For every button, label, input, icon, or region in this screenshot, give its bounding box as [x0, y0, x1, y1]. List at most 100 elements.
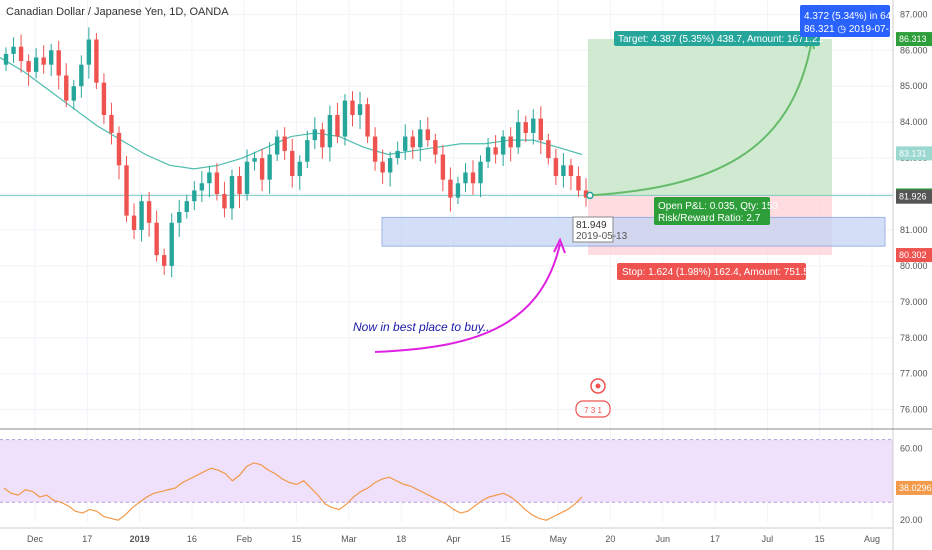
time-tick-label: 15	[501, 534, 511, 544]
rsi-line	[3, 462, 583, 521]
low-callout-price: 81.949	[576, 220, 607, 231]
measure-label: 4.372 (5.34%) in 64d	[804, 11, 897, 22]
candle-body	[259, 158, 265, 180]
candle-body	[101, 82, 107, 115]
candle-body	[274, 136, 280, 155]
candle-body	[11, 46, 16, 54]
rsi-value-tag: 38.0296	[899, 483, 932, 493]
grid	[0, 0, 893, 522]
buy-arrow	[374, 243, 561, 353]
candle-body	[335, 114, 340, 137]
stop-label: Stop: 1.624 (1.98%) 162.4, Amount: 751.5…	[622, 267, 815, 278]
price-tick-label: 80.000	[900, 261, 928, 271]
time-tick-label: 2019	[130, 534, 150, 544]
candle-body	[116, 132, 122, 166]
ma-price-tag: 83.131	[899, 148, 927, 158]
measure-label-box	[800, 5, 890, 37]
projection-curve	[589, 38, 813, 197]
candle-body	[463, 172, 468, 184]
candle-body	[312, 129, 318, 141]
candle-body	[229, 176, 235, 209]
price-tick-label: 81.000	[900, 225, 928, 235]
price-tick-label: 77.000	[900, 369, 928, 379]
candle-body	[387, 158, 393, 173]
candle-body	[305, 140, 310, 162]
candle-body	[139, 201, 144, 230]
candle-body	[365, 104, 370, 137]
entry-point	[586, 191, 594, 200]
candle-body	[531, 118, 536, 133]
candle-body	[568, 165, 574, 177]
candle-body	[372, 136, 378, 162]
low-callout-box	[572, 216, 614, 243]
overlays: Target: 4.387 (5.35%) 438.7, Amount: 167…	[353, 5, 900, 418]
candle-body	[282, 136, 287, 151]
time-tick-label: Mar	[341, 534, 357, 544]
candle-body	[470, 172, 476, 184]
candle-body	[350, 100, 355, 115]
time-tick-label: May	[550, 534, 568, 544]
rr-label: Risk/Reward Ratio: 2.7	[658, 213, 761, 224]
stop-price-tag-box	[896, 248, 932, 263]
price-tick-label: 87.000	[900, 9, 928, 19]
candle-body	[237, 176, 242, 195]
candle-body	[342, 100, 348, 137]
candle-body	[184, 201, 189, 212]
candle-body	[425, 129, 431, 141]
candle-body	[94, 39, 99, 83]
target-label-box	[614, 31, 820, 46]
candle-body	[485, 147, 491, 162]
time-tick-label: Jun	[655, 534, 670, 544]
candle-body	[297, 161, 302, 177]
time-tick-label: 15	[815, 534, 825, 544]
ma-line	[0, 56, 583, 170]
candle-body	[395, 150, 400, 159]
time-tick-label: 17	[710, 534, 720, 544]
time-tick-label: Jul	[762, 534, 774, 544]
target-price-tag: 86.313	[899, 34, 927, 44]
candle-body	[64, 75, 69, 101]
time-tick-label: 20	[605, 534, 615, 544]
candle-body	[199, 183, 205, 191]
candle-body	[244, 161, 250, 195]
price-tick-label: 78.000	[900, 333, 928, 343]
candle-body	[357, 104, 363, 115]
candle-body	[71, 86, 76, 101]
candle-body	[26, 61, 31, 72]
candle-body	[33, 57, 39, 72]
candle-body	[131, 215, 137, 230]
candle-body	[448, 179, 453, 198]
stop-price-tag: 80.302	[899, 250, 927, 260]
candle-body	[576, 176, 581, 191]
candle-body	[214, 172, 220, 195]
buy-arrowhead	[553, 237, 566, 254]
current-price-tag: 81.926	[899, 192, 927, 202]
stop-label-box	[617, 263, 806, 280]
low-callout-date: 2019-05-13	[576, 231, 628, 242]
time-tick-label: 15	[292, 534, 302, 544]
moving-average	[0, 56, 583, 170]
candle-body	[124, 165, 129, 216]
candle-body	[146, 201, 152, 223]
pnl-label-box	[654, 197, 770, 225]
candle-body	[169, 222, 174, 266]
measure-sublabel: 86.321 ◷ 2019-07-16	[804, 24, 900, 35]
price-tick-label: 84.000	[900, 117, 928, 127]
candle-body	[478, 161, 483, 184]
event-marker-dot	[595, 383, 601, 389]
candle-body	[440, 154, 446, 180]
price-tick-label: 76.000	[900, 405, 928, 415]
price-tick-label: 85.000	[900, 81, 928, 91]
target-label: Target: 4.387 (5.35%) 438.7, Amount: 167…	[618, 34, 824, 45]
ma-price-tag-box	[896, 146, 932, 161]
candle-body	[380, 161, 385, 173]
candle-body	[553, 158, 559, 177]
event-marker-text: 7 3 1	[584, 406, 602, 415]
candle-body	[3, 53, 9, 65]
target-price-tag-box	[896, 32, 932, 47]
candle-body	[252, 158, 257, 162]
buy-annotation: Now in best place to buy...	[353, 320, 493, 334]
candle-body	[48, 50, 54, 65]
candle-body	[41, 57, 46, 65]
